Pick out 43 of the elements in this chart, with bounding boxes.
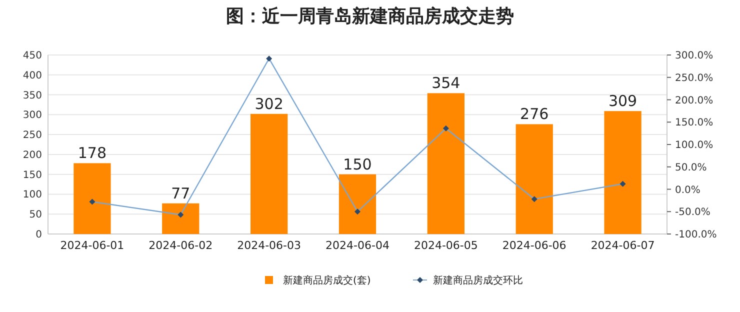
y2-tick-label: 300.0%: [675, 50, 714, 62]
data-label: 302: [254, 94, 284, 113]
y-tick-label: 350: [22, 90, 42, 102]
y2-tick-label: 50.0%: [675, 162, 707, 174]
y2-tick-label: -50.0%: [675, 207, 710, 218]
bar: [74, 163, 111, 234]
x-tick-label: 2024-06-03: [237, 239, 302, 252]
y2-tick-label: 200.0%: [675, 95, 714, 106]
y-tick-label: 450: [22, 50, 42, 62]
legend-label: 新建商品房成交(套): [283, 274, 371, 286]
y-tick-label: 150: [22, 170, 42, 181]
bar: [250, 114, 288, 234]
y-tick-label: 400: [22, 70, 42, 82]
y2-tick-label: 150.0%: [675, 118, 714, 129]
bar: [427, 93, 464, 234]
y2-tick-label: 0.0%: [675, 184, 700, 196]
x-tick-label: 2024-06-05: [414, 239, 478, 252]
data-label: 276: [520, 105, 549, 124]
y-tick-label: 50: [29, 210, 42, 221]
data-label: 150: [343, 155, 372, 174]
data-label: 178: [78, 144, 107, 162]
y2-tick-label: 100.0%: [675, 140, 714, 151]
x-tick-label: 2024-06-06: [502, 239, 566, 252]
x-tick-label: 2024-06-07: [590, 239, 655, 252]
x-tick-label: 2024-06-02: [148, 239, 213, 252]
legend-label: 新建商品房成交环比: [433, 274, 523, 286]
y-tick-label: 200: [22, 150, 42, 161]
data-label: 77: [171, 184, 190, 202]
x-tick-label: 2024-06-01: [60, 239, 124, 252]
y-tick-label: 100: [22, 190, 42, 201]
y2-tick-label: 250.0%: [675, 72, 714, 84]
y-tick-label: 250: [22, 130, 42, 142]
y-tick-label: 0: [36, 230, 42, 240]
data-label: 354: [432, 74, 460, 92]
bar: [338, 174, 376, 234]
bar: [162, 203, 200, 234]
y2-tick-label: -100.0%: [675, 230, 717, 240]
bar: [604, 111, 642, 234]
x-tick-label: 2024-06-04: [326, 239, 390, 252]
data-label: 309: [608, 92, 638, 110]
chart-title: 图：近一周青岛新建商品房成交走势: [226, 6, 514, 27]
y-tick-label: 300: [22, 110, 42, 122]
bar: [516, 124, 553, 234]
